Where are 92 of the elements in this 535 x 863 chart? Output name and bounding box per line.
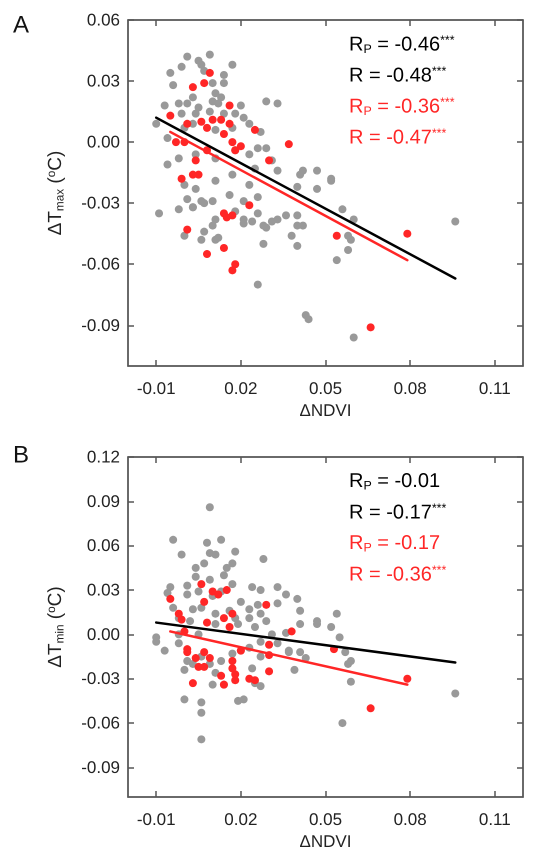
point [228, 266, 236, 274]
point [220, 130, 228, 138]
point [231, 260, 240, 268]
point [172, 138, 180, 146]
point [203, 124, 211, 132]
point [250, 126, 259, 134]
x-axis-title: ΔNDVI [300, 401, 352, 420]
y-tick-label: -0.09 [81, 758, 120, 777]
point [288, 627, 296, 636]
x-tick-label: 0.08 [394, 379, 427, 398]
point [188, 83, 197, 92]
point [200, 598, 208, 606]
y-tick-label: 0.00 [86, 624, 120, 644]
point [200, 662, 208, 671]
point [222, 586, 231, 594]
point [265, 640, 274, 649]
x-tick-label: 0.05 [308, 379, 342, 398]
chart-title: B [13, 442, 30, 468]
point [220, 244, 228, 252]
point [228, 610, 236, 618]
point [166, 112, 174, 120]
point [206, 654, 214, 662]
point [220, 614, 228, 622]
y-tick-label: -0.03 [81, 669, 120, 688]
point [226, 120, 234, 128]
x-tick-label: 0.02 [224, 810, 258, 829]
point [366, 323, 375, 332]
y-axis-title: ΔTmax (oC) [44, 150, 66, 236]
point [265, 667, 274, 676]
x-tick-label: 0.08 [394, 810, 427, 829]
point [203, 250, 211, 258]
point [217, 672, 226, 680]
y-tick-label: 0.06 [86, 10, 120, 30]
point [250, 676, 259, 684]
x-tick-label: 0.11 [478, 379, 511, 398]
x-tick-label: 0.05 [308, 810, 342, 829]
y-tick-label: -0.03 [81, 194, 120, 213]
point [403, 674, 412, 683]
y-tick-label: -0.06 [81, 254, 120, 274]
y-tick-label: 0.12 [86, 448, 120, 466]
point [245, 201, 254, 210]
y-tick-label: -0.06 [81, 714, 120, 733]
x-axis-title: ΔNDVI [300, 832, 352, 851]
chart-title: A [13, 12, 30, 38]
y-axis-title: ΔTmin (oC) [44, 586, 66, 668]
point [403, 230, 412, 238]
point [208, 116, 217, 124]
x-tick-label: -0.01 [136, 810, 176, 829]
y-tick-label: 0.06 [86, 536, 120, 556]
y-tick-label: 0.09 [86, 492, 120, 511]
point [236, 142, 245, 150]
y-tick-label: -0.09 [81, 316, 120, 335]
x-tick-label: -0.01 [136, 379, 176, 398]
point [231, 670, 240, 678]
point [228, 664, 236, 672]
point [192, 654, 200, 662]
point [178, 616, 186, 624]
point [183, 120, 192, 128]
annotation: R = -0.47*** [349, 126, 446, 148]
point [183, 226, 192, 234]
y-tick-label: 0.03 [86, 580, 120, 600]
point [265, 156, 274, 164]
point [226, 623, 234, 631]
point [197, 580, 206, 588]
point [200, 648, 208, 656]
point [194, 170, 203, 179]
point [228, 211, 236, 220]
point [332, 232, 341, 240]
point [226, 101, 234, 110]
point [228, 138, 236, 146]
x-tick-label: 0.02 [224, 379, 258, 398]
point [262, 600, 270, 609]
y-tick-label: 0.03 [86, 72, 120, 91]
point [206, 68, 214, 77]
point [366, 704, 375, 712]
x-tick-label: 0.11 [478, 810, 511, 829]
point [208, 588, 217, 596]
point [178, 174, 186, 183]
annotation: R = -0.48*** [349, 64, 446, 86]
point [217, 116, 226, 124]
point [188, 679, 197, 688]
point [214, 590, 222, 598]
point [200, 79, 208, 88]
annotation: R = -0.17*** [349, 501, 446, 524]
point [228, 657, 236, 665]
point [166, 594, 174, 603]
annotation: R = -0.36*** [349, 563, 446, 586]
point [284, 140, 293, 148]
y-tick-label: 0.00 [86, 132, 120, 152]
point [203, 618, 211, 627]
point [192, 156, 200, 164]
point [197, 118, 206, 126]
